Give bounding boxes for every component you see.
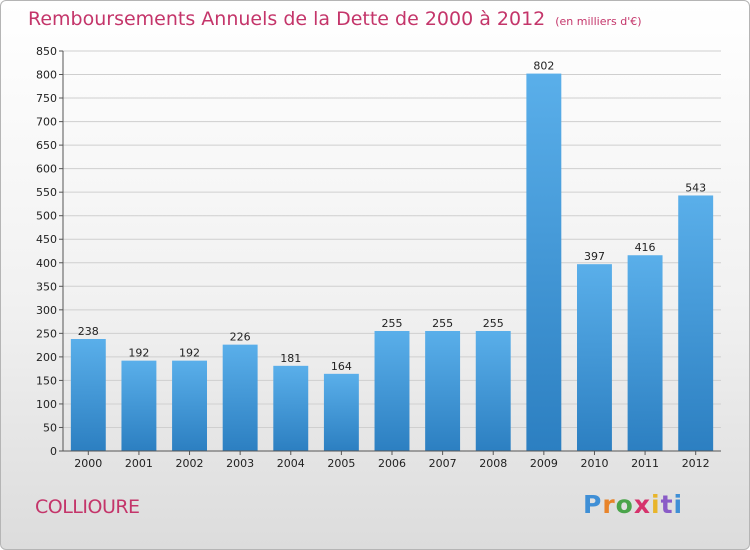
x-tick-label: 2002 (176, 457, 204, 470)
y-tick-label: 600 (36, 163, 57, 176)
bar-value-label: 192 (179, 347, 200, 360)
bar-value-label: 416 (635, 241, 656, 254)
x-tick-label: 2007 (429, 457, 457, 470)
x-tick-label: 2012 (682, 457, 710, 470)
x-tick-label: 2003 (226, 457, 254, 470)
bar-value-label: 397 (584, 250, 605, 263)
bar (425, 331, 461, 451)
proxiti-logo: Proxiti (583, 490, 683, 519)
chart-title-text: Remboursements Annuels de la Dette de 20… (28, 8, 546, 30)
logo-letter: x (633, 490, 651, 519)
bar-value-label: 543 (685, 181, 706, 194)
y-tick-label: 200 (36, 351, 57, 364)
bar-value-label: 255 (432, 317, 453, 330)
bar-value-label: 226 (230, 331, 251, 344)
logo-letter: i (673, 490, 684, 519)
bar (526, 73, 562, 452)
y-tick-label: 650 (36, 139, 57, 152)
bar-value-label: 255 (483, 317, 504, 330)
y-tick-label: 850 (36, 45, 57, 58)
bar (222, 344, 258, 451)
x-tick-label: 2008 (479, 457, 507, 470)
y-tick-label: 400 (36, 257, 57, 270)
bar (172, 360, 208, 451)
bars (70, 73, 714, 452)
y-tick-label: 550 (36, 186, 57, 199)
y-tick-label: 700 (36, 116, 57, 129)
bar (121, 360, 157, 451)
logo-letter: i (651, 490, 661, 519)
bar (323, 373, 359, 451)
x-tick-label: 2001 (125, 457, 153, 470)
bar (374, 331, 410, 451)
bar-value-label: 181 (280, 352, 301, 365)
y-tick-label: 300 (36, 304, 57, 317)
logo-letter: o (615, 490, 634, 519)
bar (70, 339, 106, 451)
y-tick-label: 500 (36, 210, 57, 223)
x-tick-label: 2004 (277, 457, 305, 470)
x-tick-label: 2009 (530, 457, 558, 470)
bar (475, 331, 511, 451)
y-tick-label: 800 (36, 69, 57, 82)
chart-title: Remboursements Annuels de la Dette de 20… (28, 8, 642, 30)
bar (576, 264, 612, 451)
logo-letter: r (602, 490, 616, 519)
bar-value-label: 255 (382, 317, 403, 330)
x-tick-label: 2010 (580, 457, 608, 470)
labels: 0 50 100 150 200 250 300 350 400 450 500 550 600 650 7… (36, 45, 710, 470)
logo-letter: P (583, 490, 603, 519)
bar-value-label: 164 (331, 360, 352, 373)
axes (59, 50, 721, 455)
y-tick-label: 50 (43, 421, 57, 434)
y-tick-label: 450 (36, 233, 57, 246)
x-tick-label: 2005 (327, 457, 355, 470)
x-tick-label: 2011 (631, 457, 659, 470)
city-name: COLLIOURE (35, 496, 140, 518)
bar (678, 195, 714, 451)
y-tick-label: 150 (36, 374, 57, 387)
y-tick-label: 750 (36, 92, 57, 105)
bar (627, 255, 663, 451)
x-tick-label: 2006 (378, 457, 406, 470)
y-tick-label: 100 (36, 398, 57, 411)
bar-value-label: 192 (128, 347, 149, 360)
y-tick-label: 350 (36, 280, 57, 293)
y-tick-label: 0 (50, 445, 57, 458)
bar-value-label: 802 (533, 60, 554, 73)
bar (273, 365, 309, 451)
y-tick-label: 250 (36, 327, 57, 340)
x-tick-label: 2000 (74, 457, 102, 470)
bar-value-label: 238 (78, 325, 99, 338)
logo-letter: t (660, 490, 674, 519)
chart-unit: (en milliers d'€) (555, 15, 642, 28)
